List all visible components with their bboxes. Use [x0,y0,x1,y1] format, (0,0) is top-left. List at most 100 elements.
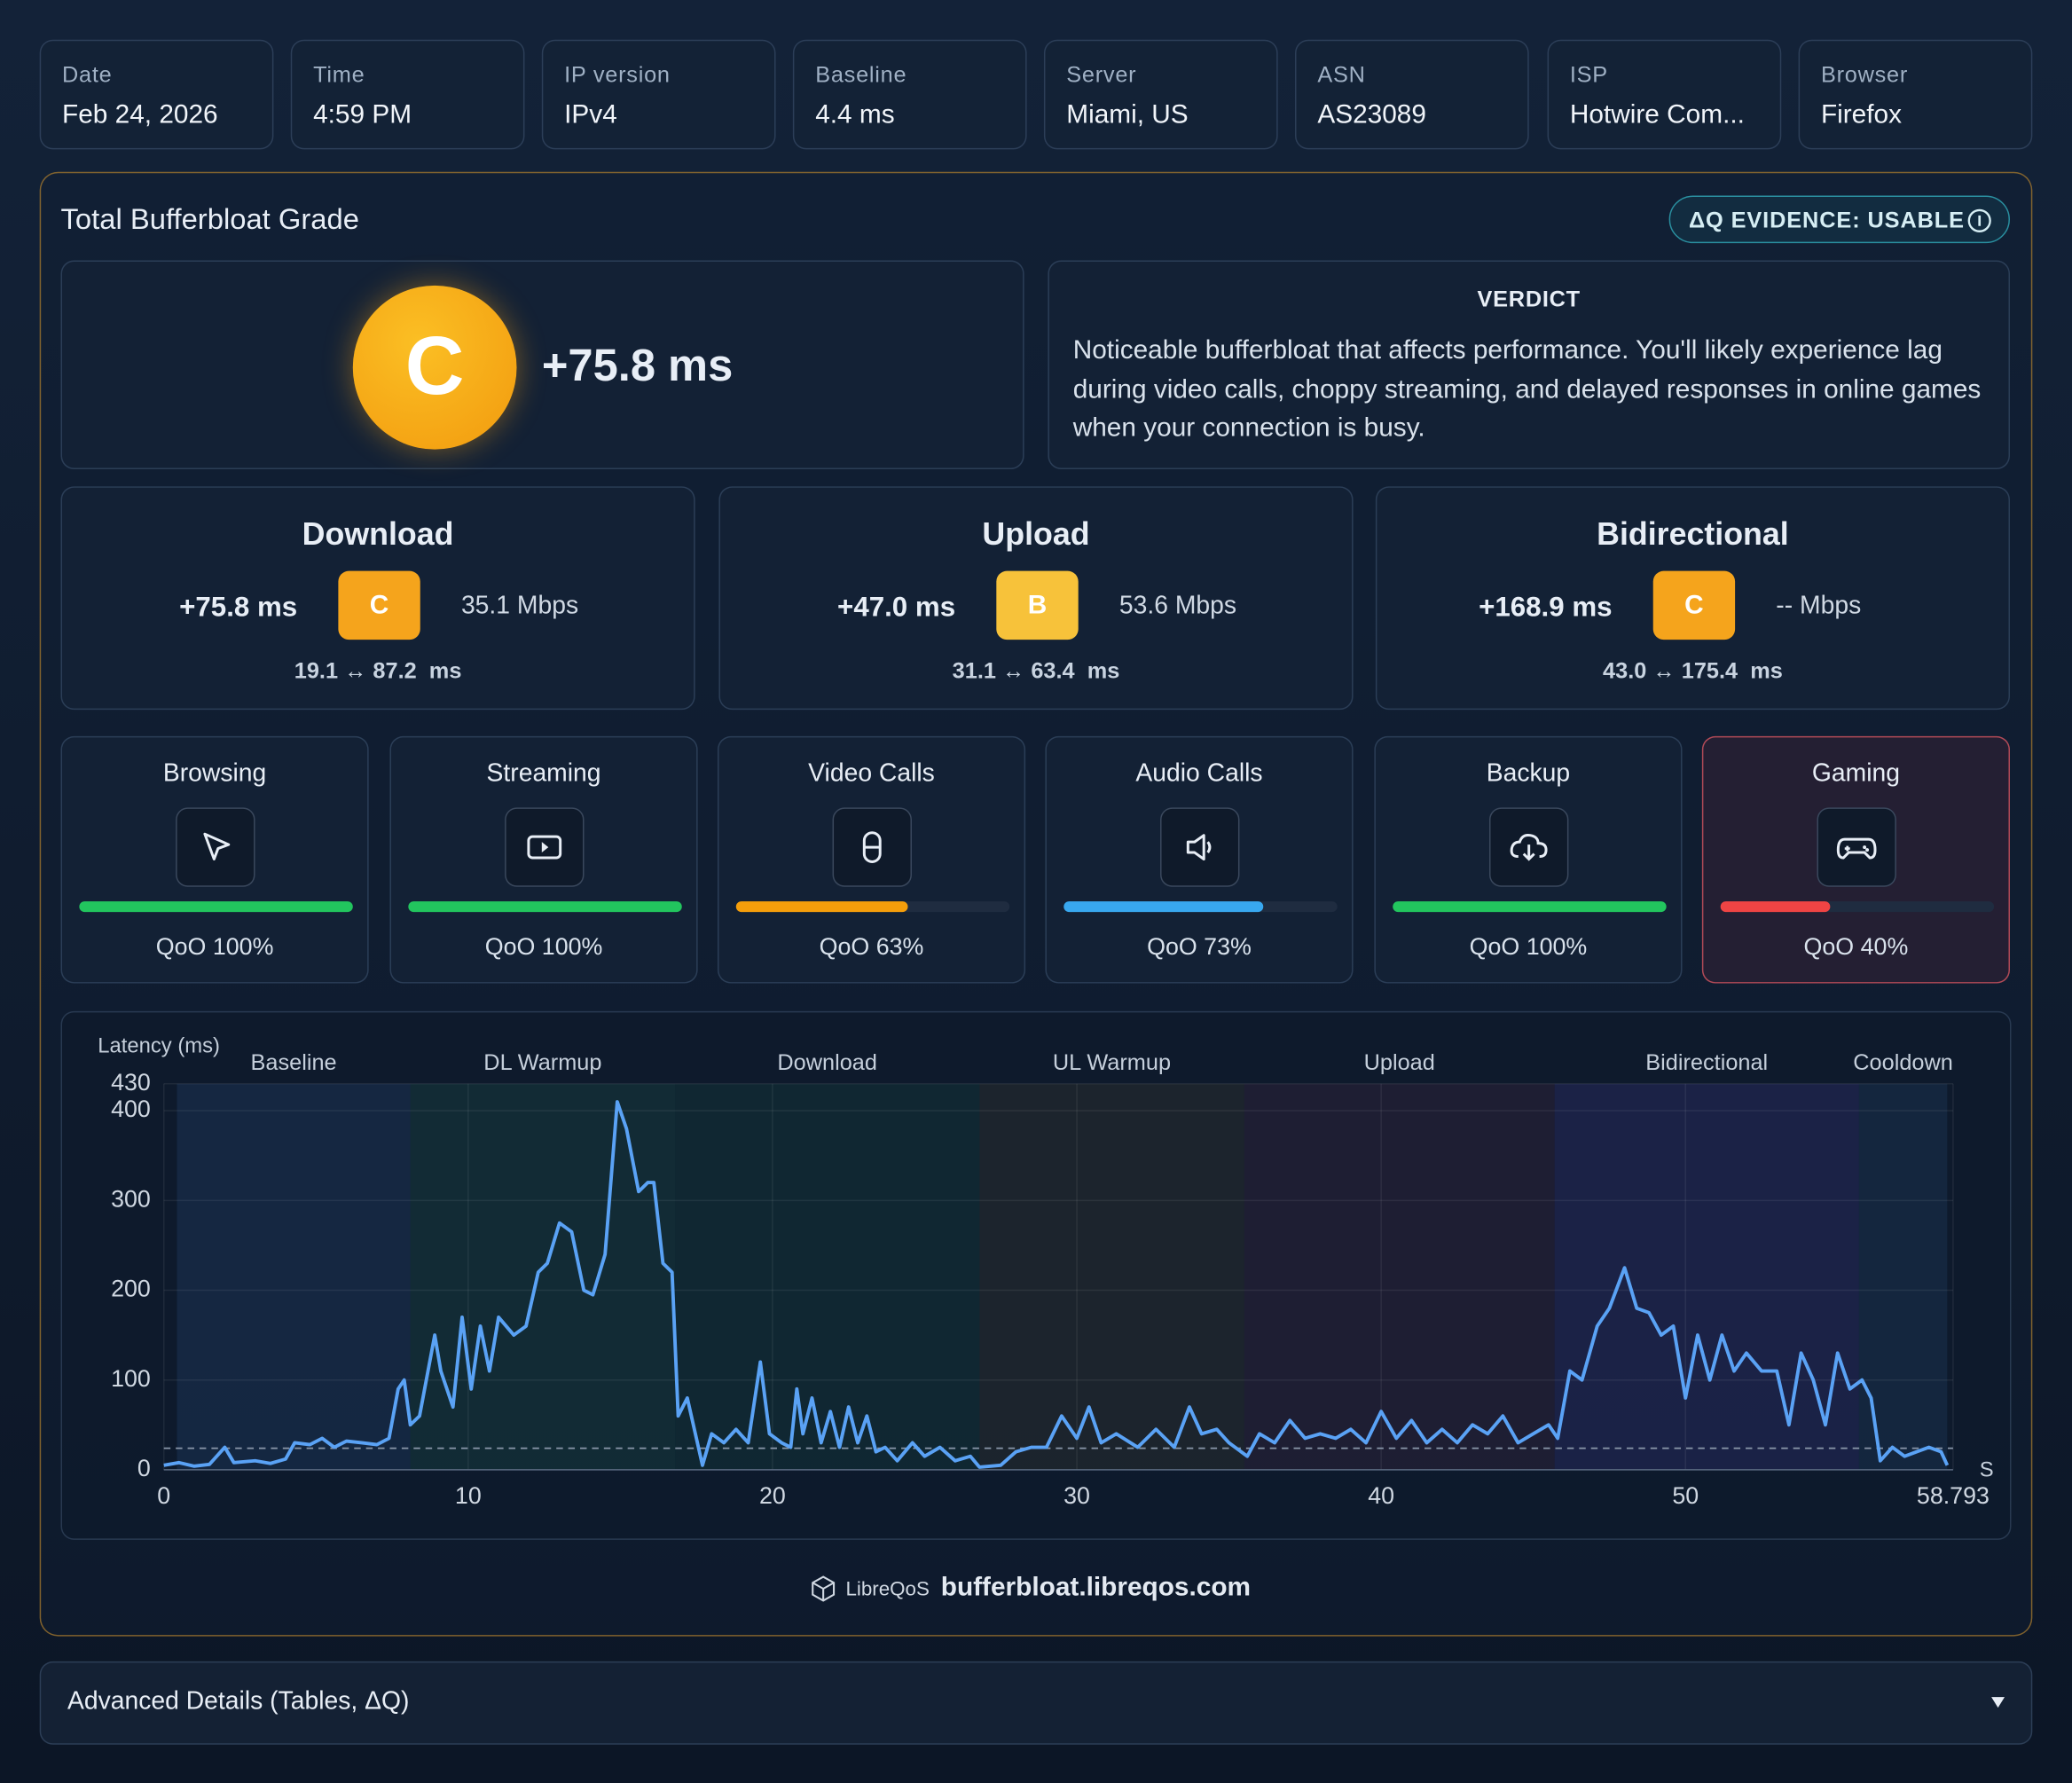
info-value: Miami, US [1066,100,1189,130]
y-tick-label: 100 [111,1365,151,1392]
grade-badge: C [1652,570,1736,640]
info-label: Server [1066,62,1137,88]
direction-throughput: -- Mbps [1776,592,1862,620]
icon-box [1817,807,1896,887]
x-tick-label: 40 [1368,1482,1394,1509]
info-label: ASN [1317,62,1366,88]
info-card: ISP Hotwire Com... [1547,39,1782,150]
qoo-track [1720,901,1995,913]
direction-card: Bidirectional +168.9 ms C -- Mbps 43.0 ↔ 175… [1375,486,2010,711]
evidence-text: ΔQ EVIDENCE: USABLE [1688,207,1965,233]
direction-range: 19.1 ↔ 87.2 ms [294,658,462,684]
phase-band [177,1083,411,1470]
grade-badge: C [338,570,420,640]
grade-circle: C [352,285,517,450]
info-label: Date [62,62,113,88]
verdict-title: VERDICT [1477,287,1581,312]
grade-value: +75.8 ms [541,341,734,392]
info-label: IP version [564,62,671,88]
qoo-name: Browsing [162,759,267,789]
qoo-icon [1510,833,1548,861]
qoo-bar [1393,901,1667,913]
icon-box [176,807,255,887]
latency-chart: Baseline DL Warmup Download UL Warmup Upload… [98,1033,1994,1509]
icon-box [505,807,585,887]
info-value: 4:59 PM [313,100,412,130]
y-tick-label: 400 [111,1096,151,1122]
x-tick-label: 20 [759,1482,786,1509]
phase-label: Bidirectional [1645,1050,1768,1075]
y-tick-label: 200 [111,1276,151,1302]
phase-label: Download [777,1050,877,1075]
direction-latency: +168.9 ms [1479,592,1613,623]
info-value: IPv4 [564,100,617,130]
info-value: 4.4 ms [815,100,895,130]
info-label: Baseline [815,62,907,88]
verdict-box [1048,260,2010,469]
chevron [1991,1697,2005,1708]
phase-label: UL Warmup [1053,1050,1171,1075]
phase-label: Cooldown [1853,1050,1953,1075]
evidence-badge[interactable]: ΔQ EVIDENCE: USABLE [1668,195,2010,244]
qoo-icon [862,831,882,863]
qoo-card: Streaming QoO 100% [389,735,698,984]
direction-throughput: 53.6 Mbps [1118,592,1237,620]
footer-url[interactable]: bufferbloat.libreqos.com [940,1573,1252,1602]
direction-latency: +75.8 ms [179,592,298,623]
direction-card: Upload +47.0 ms B 53.6 Mbps 31.1 ↔ 63.4 ms [718,486,1354,711]
direction-name: Bidirectional [1597,516,1789,553]
qoo-bar [79,901,353,913]
info-card: Baseline 4.4 ms [792,39,1027,150]
x-axis-label: S [1980,1458,1994,1482]
qoo-bar [735,901,909,913]
qoo-icon [1836,837,1877,860]
qoo-label: QoO 100% [484,932,603,960]
phase-band [1554,1083,1859,1470]
direction-card: Download +75.8 ms C 35.1 Mbps 19.1 ↔ 87.2 ms [60,486,695,711]
direction-name: Download [302,516,454,553]
advanced-toggle[interactable] [39,1661,2033,1745]
qoo-card: Video Calls QoO 63% [717,735,1026,984]
qoo-name: Video Calls [808,759,935,789]
direction-latency: +47.0 ms [837,592,956,623]
phase-band [410,1083,676,1470]
qoo-icon [1186,834,1212,860]
icon-box [832,807,912,887]
qoo-icon [527,835,562,860]
info-card: Server Miami, US [1043,39,1278,150]
info-card: Time 4:59 PM [290,39,525,150]
qoo-name: Streaming [486,759,601,789]
x-tick-label: 0 [157,1482,170,1509]
y-axis-label: Latency (ms) [98,1033,220,1057]
info-card: Date Feb 24, 2026 [39,39,274,150]
qoo-card: Audio Calls QoO 73% [1045,735,1354,984]
info-value: Hotwire Com... [1569,100,1745,130]
info-label: Browser [1820,62,1909,88]
grade-badge: B [996,570,1079,640]
direction-range: 31.1 ↔ 63.4 ms [952,658,1120,684]
phase-band [675,1083,980,1470]
qoo-name: Backup [1486,759,1571,789]
y-tick-label: 430 [111,1069,151,1096]
info-value: Feb 24, 2026 [62,100,218,130]
direction-name: Upload [982,516,1090,553]
qoo-card: Gaming QoO 40% [1701,735,2010,984]
x-tick-label: 10 [455,1482,482,1509]
y-tick-label: 0 [137,1455,151,1481]
info-card: Browser Firefox [1798,39,2033,150]
advanced-label: Advanced Details (Tables, ΔQ) [67,1687,410,1716]
qoo-name: Audio Calls [1135,759,1263,789]
direction-range: 43.0 ↔ 175.4 ms [1603,658,1783,684]
verdict-text: Noticeable bufferbloat that affects perf… [1072,335,1982,444]
footer-brand: LibreQoS [845,1578,930,1601]
phase-band [979,1083,1244,1470]
info-card: ASN AS23089 [1295,39,1529,150]
x-tick-label: 30 [1063,1482,1090,1509]
info-label: Time [313,62,365,88]
qoo-name: Gaming [1811,759,1900,789]
qoo-label: QoO 63% [819,932,924,960]
info-value: AS23089 [1317,100,1426,130]
qoo-label: QoO 73% [1147,932,1252,960]
info-icon [1967,208,1991,232]
